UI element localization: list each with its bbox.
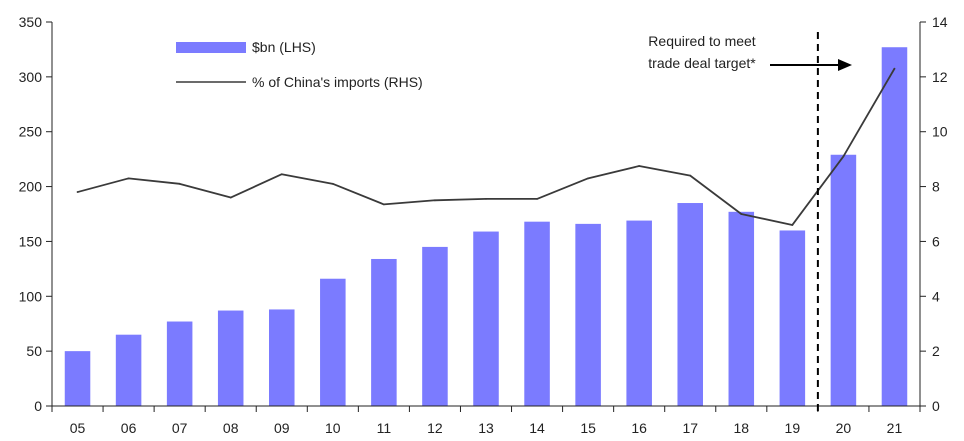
- y-right-tick-label: 14: [932, 14, 948, 30]
- legend-label-line: % of China's imports (RHS): [252, 74, 423, 90]
- bar-16: [626, 220, 652, 406]
- x-tick-label: 10: [325, 420, 341, 436]
- legend: $bn (LHS) % of China's imports (RHS): [176, 39, 423, 90]
- bar-06: [115, 334, 142, 406]
- y-left-tick-label: 50: [26, 343, 42, 359]
- x-tick-label: 09: [274, 420, 290, 436]
- x-tick-label: 11: [377, 420, 392, 436]
- y-right-tick-label: 4: [932, 288, 940, 304]
- bar-17: [677, 203, 703, 406]
- y-left-tick-label: 250: [19, 124, 43, 140]
- y-left-tick-label: 0: [34, 398, 42, 414]
- line-point-17: [689, 174, 692, 177]
- bar-18: [728, 211, 755, 406]
- line-point-12: [434, 199, 436, 202]
- line-point-19: [791, 224, 794, 226]
- y-left-tick-label: 150: [19, 233, 43, 249]
- bar-07: [166, 321, 193, 406]
- bar-12: [422, 246, 448, 406]
- x-tick-label: 14: [529, 420, 545, 436]
- x-tick-label: 17: [682, 420, 698, 436]
- line-point-11: [382, 203, 385, 206]
- line-imports-share: [77, 68, 896, 226]
- bar-09: [269, 309, 295, 406]
- line-point-08: [229, 196, 232, 199]
- line-point-18: [740, 213, 743, 215]
- x-tick-label: 19: [785, 420, 801, 436]
- annotation-line-2: trade deal target*: [648, 55, 756, 71]
- line-series: [76, 67, 896, 226]
- line-point-05: [76, 191, 79, 193]
- x-tick-label: 05: [70, 420, 86, 436]
- line-point-07: [178, 182, 181, 185]
- bar-13: [473, 231, 499, 406]
- x-tick-label: 21: [887, 420, 903, 436]
- bar-series: [64, 47, 908, 406]
- bar-14: [524, 221, 550, 406]
- bar-15: [575, 223, 601, 406]
- bar-10: [320, 278, 346, 406]
- line-point-09: [280, 173, 283, 176]
- x-tick-label: 08: [223, 420, 239, 436]
- line-point-16: [638, 165, 641, 167]
- annotation: Required to meet trade deal target*: [648, 33, 852, 71]
- line-point-13: [485, 198, 487, 200]
- line-point-06: [127, 177, 130, 180]
- x-tick-label: 18: [734, 420, 750, 436]
- y-right-tick-label: 12: [932, 69, 948, 85]
- annotation-line-1: Required to meet: [648, 33, 756, 49]
- axes: 0 50 100 150 200 250 300 350 0 2 4 6 8 10 12 14 05 06 07 08…: [19, 14, 948, 436]
- line-point-15: [587, 177, 590, 180]
- y-right-tick-label: 10: [932, 124, 948, 140]
- bar-11: [371, 258, 397, 406]
- y-left-tick-label: 200: [19, 179, 43, 195]
- legend-label-bar: $bn (LHS): [252, 39, 316, 55]
- y-left-tick-label: 100: [19, 288, 43, 304]
- x-tick-label: 20: [836, 420, 852, 436]
- x-tick-label: 15: [580, 420, 596, 436]
- line-point-10: [331, 182, 334, 185]
- bar-05: [64, 351, 91, 406]
- line-point-21: [893, 67, 896, 70]
- x-tick-label: 07: [172, 420, 188, 436]
- x-tick-label: 16: [631, 420, 647, 436]
- line-point-20: [842, 155, 845, 158]
- bar-20: [830, 154, 857, 406]
- bar-08: [217, 310, 244, 406]
- bar-19: [779, 230, 806, 406]
- y-right-tick-label: 0: [932, 398, 940, 414]
- y-right-tick-label: 6: [932, 233, 940, 249]
- y-right-tick-label: 8: [932, 179, 940, 195]
- x-tick-label: 12: [427, 420, 443, 436]
- line-point-14: [536, 198, 538, 200]
- bar-21: [881, 47, 908, 406]
- y-left-tick-label: 300: [19, 69, 43, 85]
- annotation-arrowhead: [838, 59, 852, 71]
- x-tick-label: 13: [478, 420, 494, 436]
- legend-swatch-bar: [176, 42, 246, 53]
- y-right-tick-label: 2: [932, 343, 940, 359]
- x-tick-label: 06: [121, 420, 137, 436]
- y-left-tick-label: 350: [19, 14, 43, 30]
